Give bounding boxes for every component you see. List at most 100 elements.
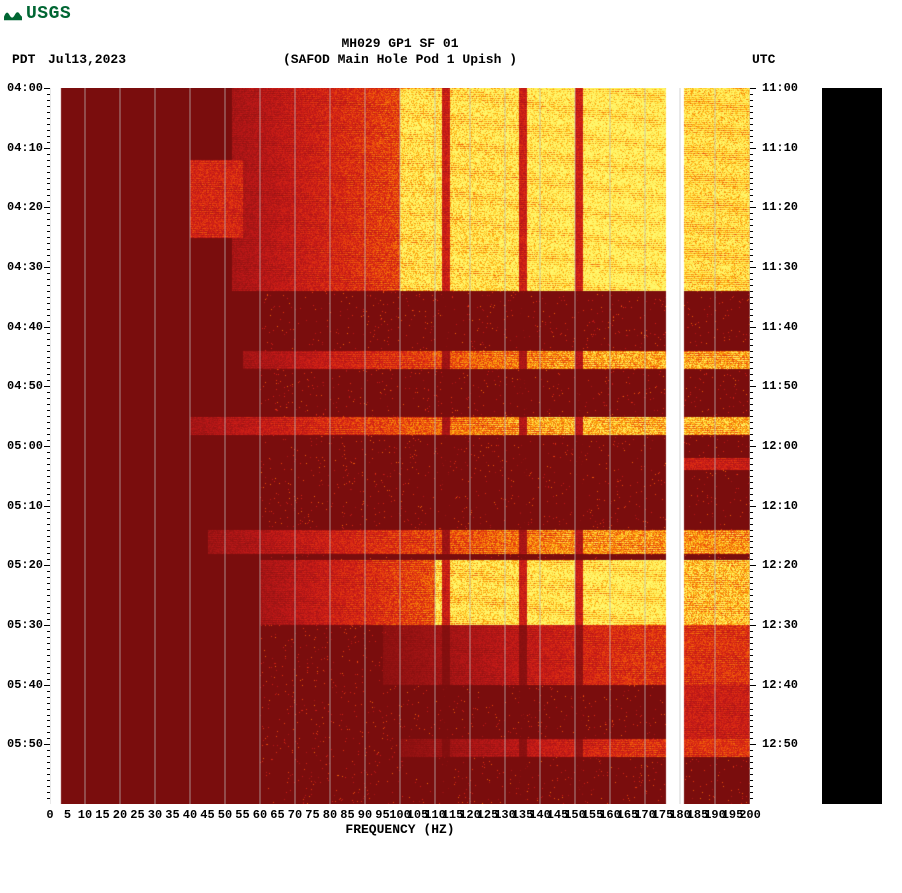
y-right-tick: 12:30: [762, 618, 798, 632]
tickmark-minor-right: [750, 303, 753, 304]
tickmark-minor-right: [750, 410, 753, 411]
tickmark-minor-left: [47, 571, 50, 572]
tickmark-minor-left: [47, 500, 50, 501]
tickmark-minor-left: [47, 440, 50, 441]
tickmark-left: [44, 207, 50, 208]
tickmark-minor-left: [47, 362, 50, 363]
tickmark-minor-left: [47, 750, 50, 751]
tickmark-minor-right: [750, 709, 753, 710]
tickmark-minor-left: [47, 530, 50, 531]
tickmark-right: [750, 565, 756, 566]
y-left-tick: 04:00: [7, 81, 43, 95]
tickmark-minor-left: [47, 643, 50, 644]
tickmark-right: [750, 685, 756, 686]
station-id: MH029 GP1 SF 01: [0, 36, 800, 51]
tickmark-minor-left: [47, 321, 50, 322]
tickmark-right: [750, 506, 756, 507]
tickmark-minor-right: [750, 440, 753, 441]
tickmark-minor-left: [47, 291, 50, 292]
tickmark-minor-right: [750, 422, 753, 423]
tickmark-minor-right: [750, 428, 753, 429]
tickmark-minor-right: [750, 339, 753, 340]
tickmark-left: [44, 625, 50, 626]
tickmark-minor-right: [750, 541, 753, 542]
tickmark-minor-left: [47, 422, 50, 423]
tickmark-minor-right: [750, 368, 753, 369]
tickmark-minor-left: [47, 798, 50, 799]
tickmark-minor-right: [750, 607, 753, 608]
tickmark-minor-left: [47, 410, 50, 411]
x-tick: 65: [270, 808, 284, 822]
tickmark-minor-right: [750, 178, 753, 179]
tickmark-minor-left: [47, 768, 50, 769]
tickmark-minor-left: [47, 315, 50, 316]
tickmark-minor-right: [750, 172, 753, 173]
y-right-tick: 11:10: [762, 141, 798, 155]
y-left-tick: 04:40: [7, 320, 43, 334]
tickmark-minor-left: [47, 774, 50, 775]
tickmark-minor-right: [750, 130, 753, 131]
y-right-tick: 12:40: [762, 678, 798, 692]
tickmark-minor-left: [47, 368, 50, 369]
tickmark-minor-right: [750, 225, 753, 226]
tickmark-left: [44, 565, 50, 566]
tz-left-label: PDT: [12, 52, 35, 67]
y-left-tick: 05:40: [7, 678, 43, 692]
tickmark-minor-right: [750, 679, 753, 680]
tickmark-minor-left: [47, 118, 50, 119]
tickmark-minor-right: [750, 362, 753, 363]
tickmark-minor-right: [750, 571, 753, 572]
tickmark-right: [750, 386, 756, 387]
tickmark-minor-left: [47, 458, 50, 459]
tickmark-minor-left: [47, 607, 50, 608]
tickmark-minor-right: [750, 726, 753, 727]
tickmark-minor-left: [47, 547, 50, 548]
y-left-tick: 05:50: [7, 737, 43, 751]
y-right-tick: 12:10: [762, 499, 798, 513]
tickmark-minor-left: [47, 189, 50, 190]
tickmark-minor-left: [47, 697, 50, 698]
y-right-tick: 11:00: [762, 81, 798, 95]
tickmark-right: [750, 267, 756, 268]
y-left-tick: 05:00: [7, 439, 43, 453]
tickmark-minor-right: [750, 488, 753, 489]
tickmark-minor-right: [750, 619, 753, 620]
x-tick: 5: [64, 808, 71, 822]
tickmark-minor-right: [750, 756, 753, 757]
tickmark-left: [44, 148, 50, 149]
tickmark-minor-right: [750, 494, 753, 495]
tickmark-minor-left: [47, 434, 50, 435]
tickmark-minor-right: [750, 100, 753, 101]
y-right-tick: 12:20: [762, 558, 798, 572]
spectrogram-canvas: [50, 88, 750, 804]
tickmark-minor-left: [47, 142, 50, 143]
tickmark-minor-right: [750, 667, 753, 668]
tickmark-minor-right: [750, 255, 753, 256]
tickmark-minor-left: [47, 541, 50, 542]
tickmark-minor-left: [47, 464, 50, 465]
tickmark-minor-left: [47, 673, 50, 674]
tickmark-minor-left: [47, 124, 50, 125]
x-tick: 45: [200, 808, 214, 822]
tickmark-minor-left: [47, 112, 50, 113]
tickmark-minor-left: [47, 756, 50, 757]
tickmark-minor-right: [750, 398, 753, 399]
tickmark-minor-right: [750, 404, 753, 405]
y-right-tick: 11:50: [762, 379, 798, 393]
tickmark-minor-right: [750, 273, 753, 274]
tickmark-minor-right: [750, 261, 753, 262]
y-left-tick: 05:20: [7, 558, 43, 572]
tickmark-minor-left: [47, 786, 50, 787]
x-tick: 0: [46, 808, 53, 822]
tickmark-minor-left: [47, 655, 50, 656]
tickmark-minor-right: [750, 351, 753, 352]
tickmark-minor-left: [47, 559, 50, 560]
x-tick: 60: [253, 808, 267, 822]
x-tick: 15: [95, 808, 109, 822]
tickmark-minor-left: [47, 166, 50, 167]
tickmark-minor-right: [750, 452, 753, 453]
tickmark-minor-right: [750, 285, 753, 286]
tickmark-minor-right: [750, 720, 753, 721]
tickmark-left: [44, 506, 50, 507]
x-tick: 80: [323, 808, 337, 822]
